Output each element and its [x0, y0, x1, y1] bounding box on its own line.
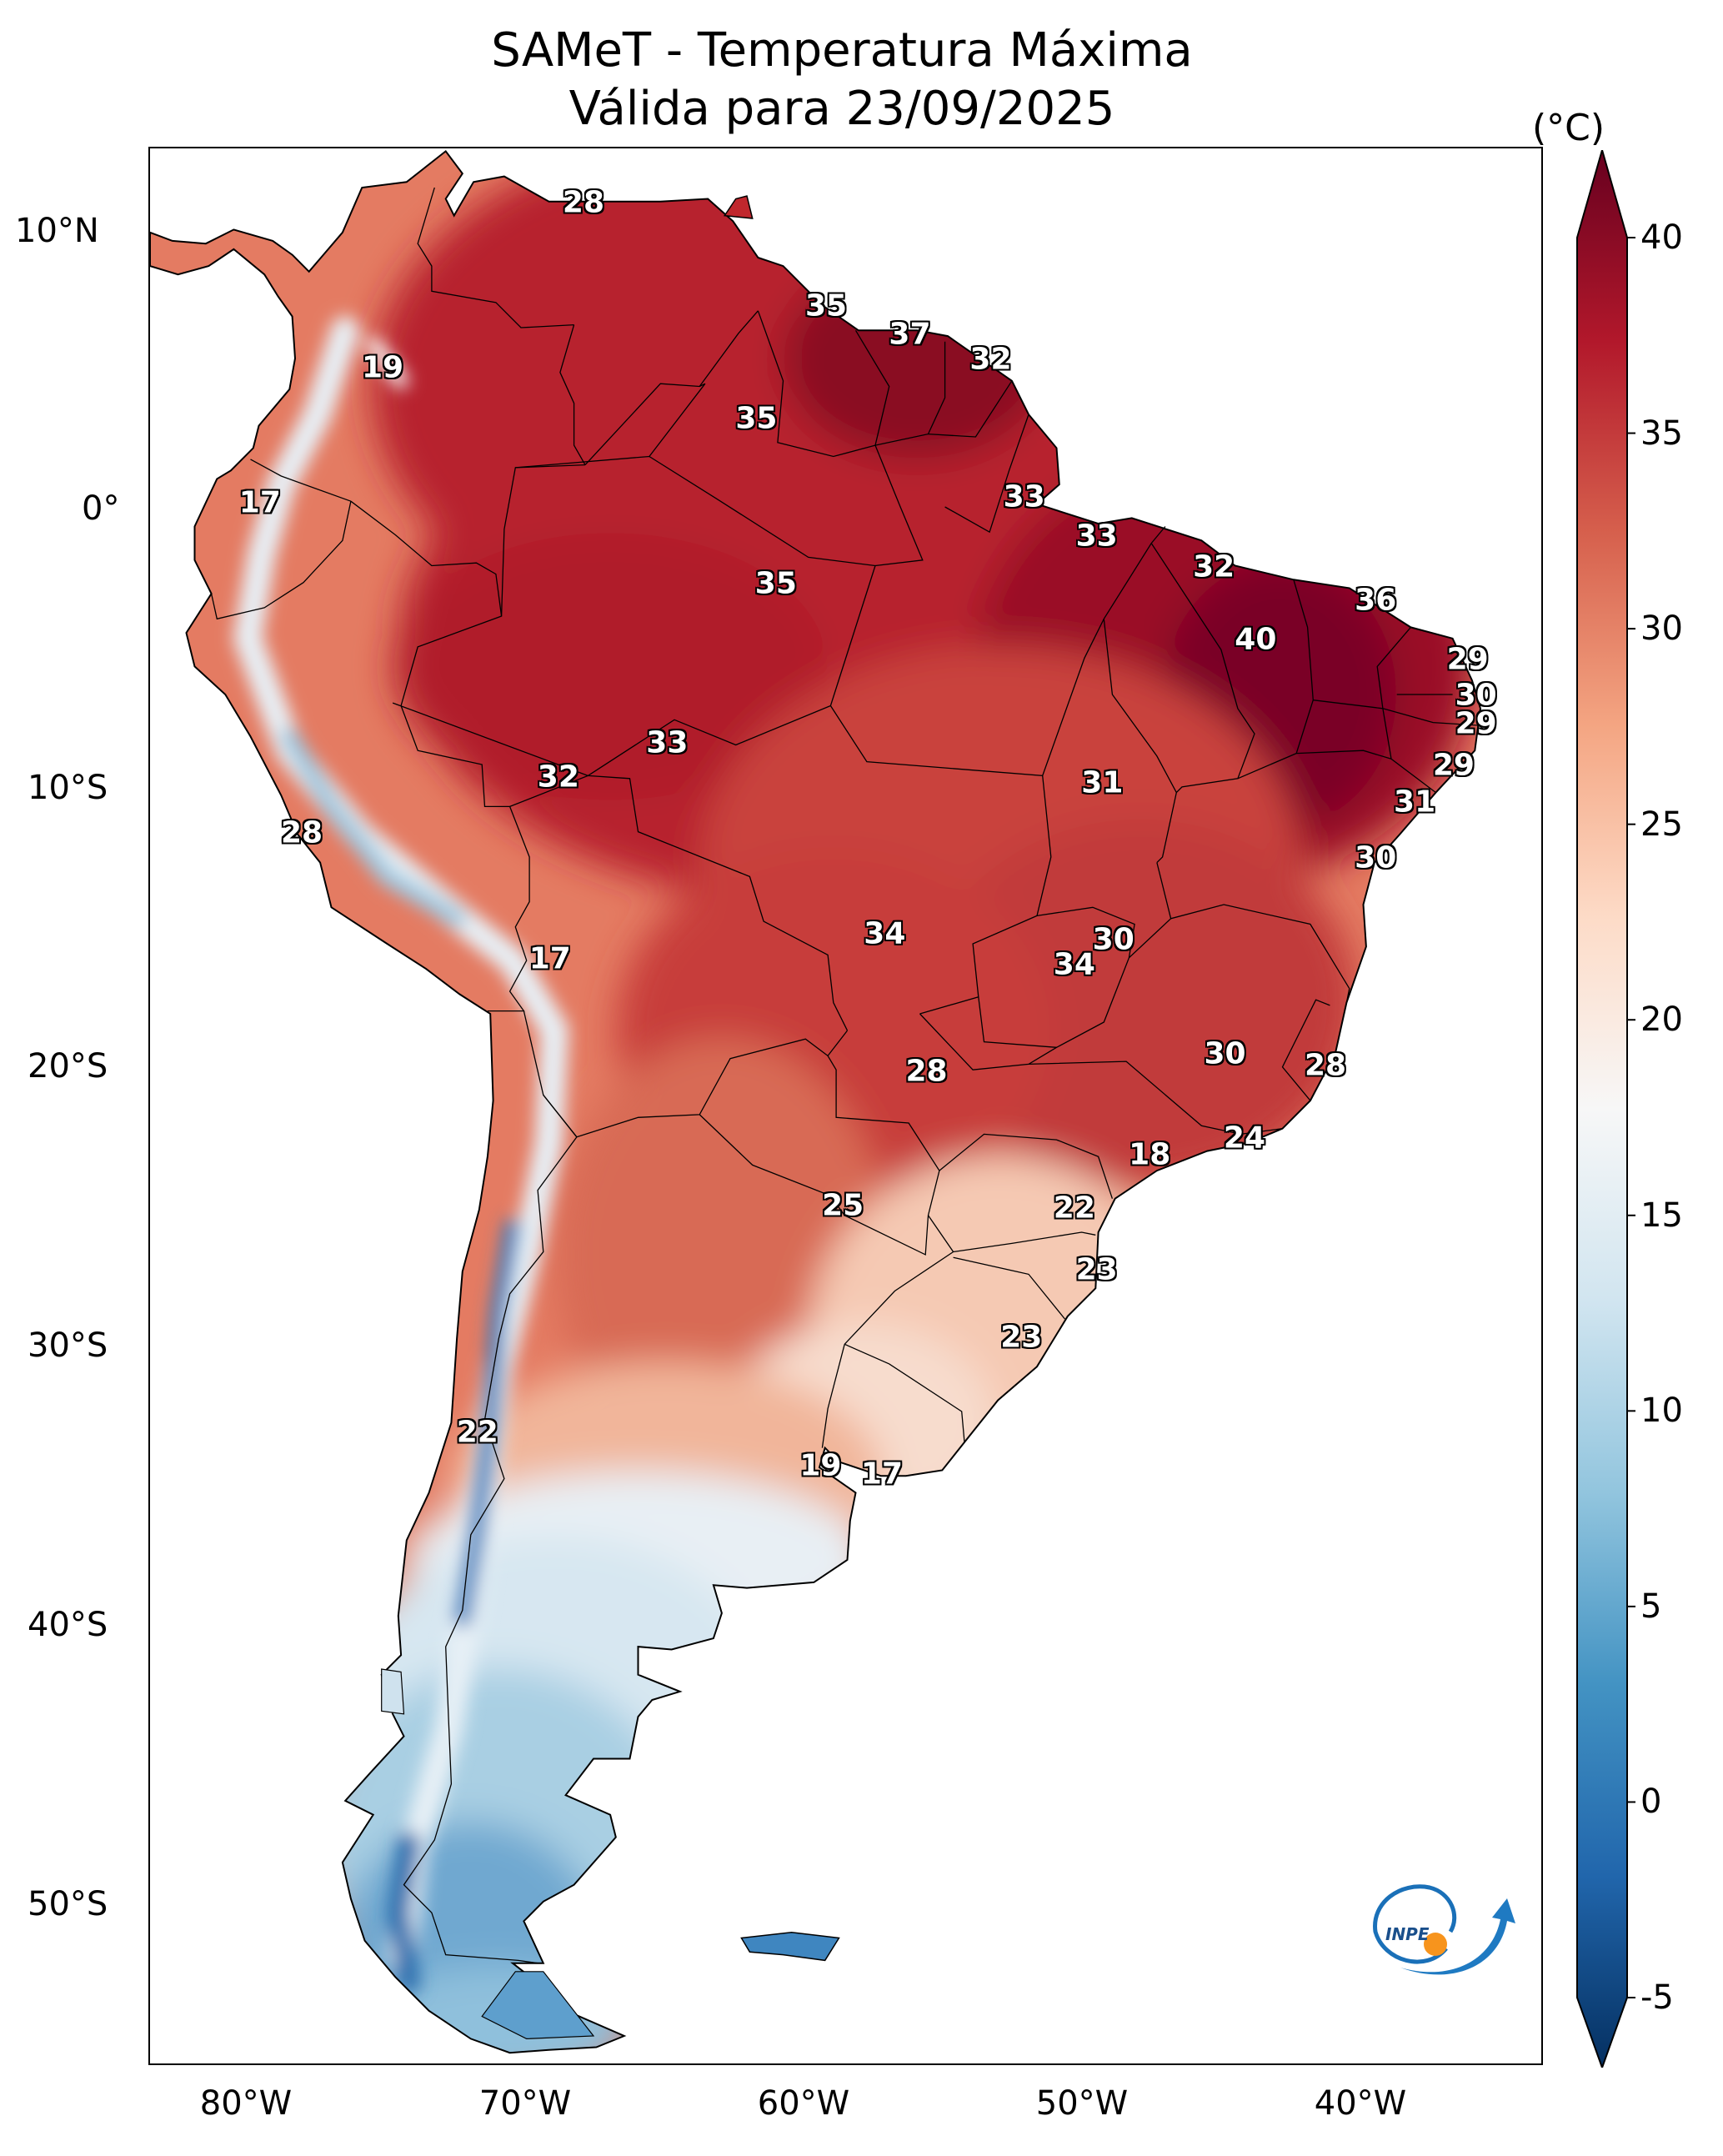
city-temp-label: 32	[1193, 549, 1235, 584]
map-title: SAMeT - Temperatura Máxima	[491, 23, 1193, 78]
city-temp-label: 24	[1223, 1121, 1266, 1156]
temperature-field	[150, 151, 1480, 2053]
colorbar-tick-label: -5	[1640, 1978, 1674, 2017]
colorbar-tick-label: 5	[1640, 1587, 1662, 1626]
svg-text:INPE: INPE	[1385, 1924, 1430, 1944]
lon-label-80w: 80°W	[199, 2084, 293, 2123]
city-temp-label: 17	[238, 485, 281, 520]
city-temp-label: 30	[1204, 1036, 1246, 1071]
lat-label-10n: 10°N	[15, 212, 99, 250]
city-temp-label: 35	[805, 288, 848, 323]
city-temp-label: 18	[1129, 1137, 1171, 1172]
city-temp-label: 31	[1394, 785, 1436, 820]
lon-label-50w: 50°W	[1035, 2084, 1129, 2123]
islands	[381, 195, 840, 2040]
city-temp-label: 23	[1075, 1252, 1118, 1287]
city-temp-label: 19	[362, 350, 404, 385]
lat-label-20s: 20°S	[28, 1047, 108, 1086]
lon-label-70w: 70°W	[478, 2084, 572, 2123]
map-panel	[148, 147, 1543, 2065]
city-temp-label: 33	[1003, 479, 1045, 514]
colorbar-ticks	[1627, 237, 1635, 1998]
city-temp-label: 28	[562, 185, 605, 220]
city-temp-label: 40	[1235, 622, 1277, 657]
lat-label-30s: 30°S	[28, 1326, 108, 1365]
city-temp-label: 29	[1432, 748, 1475, 783]
colorbar-tick-label: 20	[1640, 1000, 1683, 1040]
city-temp-label: 30	[1455, 678, 1497, 713]
city-temp-label: 31	[1081, 765, 1124, 800]
colorbar-tick-label: 0	[1640, 1782, 1662, 1822]
lat-label-0: 0°	[82, 489, 120, 528]
country-state-borders	[150, 149, 1482, 2054]
city-temp-label: 19	[799, 1448, 842, 1483]
city-temp-label: 28	[280, 815, 323, 850]
colorbar-tick-label: 40	[1640, 218, 1683, 257]
city-temp-label: 28	[905, 1054, 948, 1088]
city-temp-label: 22	[1053, 1191, 1095, 1226]
colorbar-tick-label: 30	[1640, 609, 1683, 649]
colorbar-unit: (°C)	[1532, 107, 1605, 149]
colorbar	[1576, 150, 1635, 2068]
city-temp-label: 30	[1092, 922, 1134, 957]
city-temp-label: 25	[822, 1188, 864, 1223]
city-temp-label: 29	[1446, 642, 1489, 677]
city-temp-label: 35	[735, 401, 778, 436]
city-temp-label: 37	[889, 317, 931, 352]
lon-label-40w: 40°W	[1314, 2084, 1407, 2123]
city-temp-label: 28	[1304, 1048, 1347, 1083]
colorbar-tick-label: 15	[1640, 1196, 1683, 1235]
city-temp-label: 33	[1075, 519, 1118, 554]
city-temp-label: 29	[1455, 706, 1497, 741]
colorbar-tick-label: 25	[1640, 805, 1683, 844]
city-temp-label: 30	[1355, 840, 1397, 875]
city-temp-label: 36	[1355, 583, 1397, 618]
city-temp-label: 23	[1000, 1320, 1043, 1355]
city-temp-label: 22	[456, 1415, 498, 1450]
lat-label-40s: 40°S	[28, 1606, 108, 1644]
city-temp-label: 17	[860, 1457, 904, 1492]
temperature-field-map	[150, 149, 1482, 2054]
city-temp-label: 34	[1053, 947, 1095, 982]
city-temp-label: 32	[969, 342, 1012, 377]
map-subtitle: Válida para 23/09/2025	[568, 82, 1115, 136]
city-temp-label: 17	[528, 941, 571, 976]
colorbar-gradient	[1576, 150, 1628, 2068]
city-temp-label: 33	[646, 725, 689, 760]
colorbar-tick-label: 10	[1640, 1391, 1683, 1431]
lon-label-60w: 60°W	[757, 2084, 850, 2123]
inpe-logo-icon: INPE	[1373, 1884, 1515, 1975]
colorbar-tick-label: 35	[1640, 414, 1683, 453]
lat-label-10s: 10°S	[28, 769, 108, 807]
city-temp-label: 35	[754, 566, 797, 601]
city-temp-label: 32	[537, 760, 579, 795]
lat-label-50s: 50°S	[28, 1885, 108, 1923]
city-temp-label: 34	[864, 916, 906, 951]
